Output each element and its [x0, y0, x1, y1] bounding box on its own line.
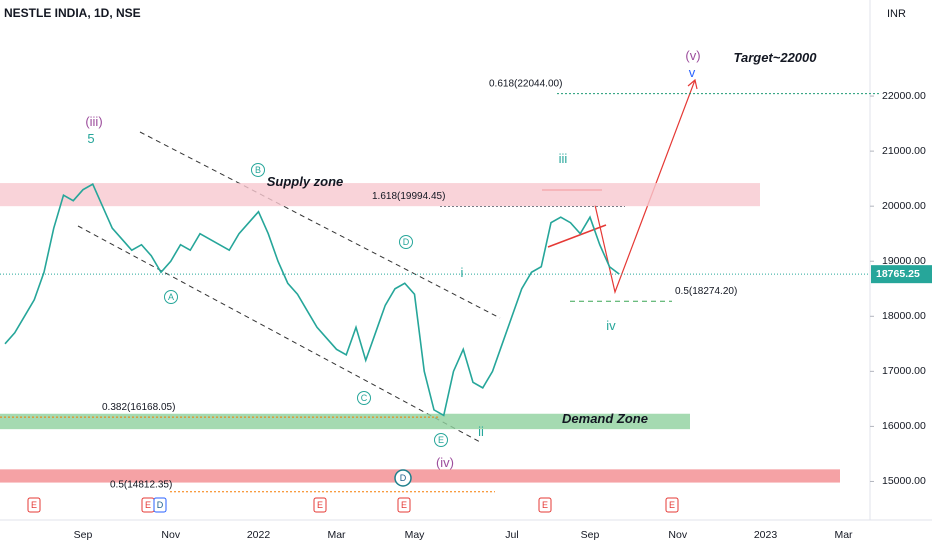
event-label: E	[145, 500, 151, 510]
wave-label: 5	[87, 131, 94, 146]
x-tick-label: Sep	[74, 529, 93, 541]
event-marker	[27, 497, 41, 513]
event-marker	[313, 497, 327, 513]
event-label: E	[317, 500, 323, 510]
wave-label: iii	[559, 151, 568, 166]
wave-label: (iv)	[436, 455, 454, 470]
event-marker	[394, 469, 412, 487]
chart-title: NESTLE INDIA, 1D, NSE	[4, 6, 141, 20]
y-tick-label: 21000.00	[882, 145, 926, 157]
event-marker	[665, 497, 679, 513]
x-tick-label: Nov	[161, 529, 180, 541]
arrow-head	[687, 78, 698, 90]
event-label: E	[401, 500, 407, 510]
y-tick-label: 17000.00	[882, 365, 926, 377]
wave-label: C	[361, 393, 368, 403]
price-line	[4, 183, 620, 417]
y-tick-label: 15000.00	[882, 475, 926, 487]
wave-circle	[164, 290, 178, 304]
wave-label: i	[461, 265, 464, 280]
wave-label: A	[168, 292, 174, 302]
wave-label: (v)	[685, 48, 700, 63]
event-label: D	[157, 500, 164, 510]
wave-label: E	[438, 435, 444, 445]
wave-label: ii	[478, 424, 484, 439]
y-tick-label: 16000.00	[882, 420, 926, 432]
channel-line	[139, 131, 501, 319]
wave-label: Target~22000	[734, 50, 818, 65]
x-tick-label: 2023	[754, 529, 778, 541]
zone	[0, 469, 840, 483]
x-tick-label: Jul	[505, 529, 518, 541]
channel-line	[77, 225, 481, 443]
wave-circle	[399, 235, 413, 249]
x-tick-label: Nov	[668, 529, 687, 541]
wedge-line	[547, 224, 607, 248]
event-marker	[153, 497, 167, 513]
event-marker	[397, 497, 411, 513]
wave-circle	[251, 163, 265, 177]
y-tick-label: 18000.00	[882, 310, 926, 322]
zone	[0, 183, 760, 207]
fib-label: 0.5(14812.35)	[110, 479, 172, 490]
wave-label: iv	[606, 318, 616, 333]
last-price-tag	[871, 265, 932, 284]
y-tick-label: 19000.00	[882, 255, 926, 267]
wave-label: D	[403, 237, 410, 247]
wave-circle	[357, 391, 371, 405]
last-price-label: 18765.25	[876, 268, 920, 280]
wave-circle	[434, 433, 448, 447]
y-tick-label: 20000.00	[882, 200, 926, 212]
x-tick-label: 2022	[247, 529, 271, 541]
zone-label: Supply zone	[267, 174, 344, 189]
event-label: E	[669, 500, 675, 510]
event-label: E	[31, 500, 37, 510]
fib-label: 0.618(22044.00)	[489, 78, 562, 89]
y-tick-label: 22000.00	[882, 90, 926, 102]
wave-label: B	[255, 165, 261, 175]
fib-label: 1.618(19994.45)	[372, 191, 445, 202]
projection-arrow	[594, 79, 696, 295]
x-tick-label: Mar	[327, 529, 346, 541]
x-tick-label: Mar	[834, 529, 853, 541]
fib-label: 0.5(18274.20)	[675, 286, 737, 297]
currency: INR	[887, 8, 906, 20]
wave-label: (iii)	[85, 114, 102, 129]
wave-label: v	[689, 65, 696, 80]
zone-label: Demand Zone	[562, 411, 648, 426]
event-label: E	[542, 500, 548, 510]
x-tick-label: Sep	[581, 529, 600, 541]
fib-label: 0.382(16168.05)	[102, 402, 175, 413]
event-marker	[538, 497, 552, 513]
event-label: D	[400, 473, 407, 483]
x-tick-label: May	[405, 529, 426, 541]
